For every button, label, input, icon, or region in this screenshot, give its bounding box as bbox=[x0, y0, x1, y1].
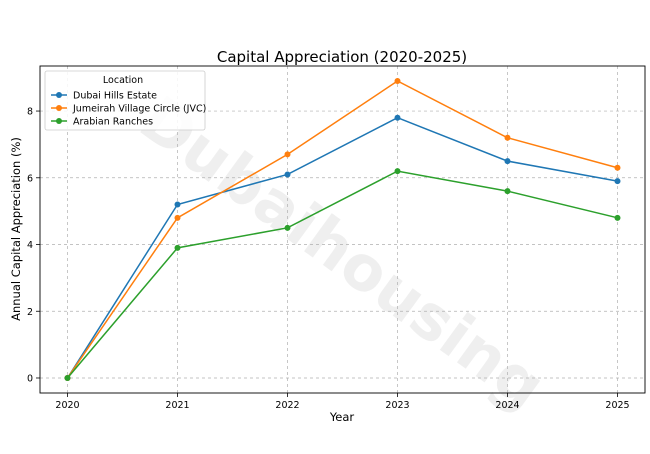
legend-swatch-marker bbox=[56, 105, 62, 111]
data-point bbox=[284, 171, 291, 178]
data-point bbox=[174, 214, 181, 221]
y-tick-label: 2 bbox=[27, 307, 33, 318]
data-point bbox=[614, 164, 621, 171]
x-tick-label: 2024 bbox=[495, 400, 519, 411]
legend-label: Dubai Hills Estate bbox=[73, 91, 157, 102]
grid-lines bbox=[40, 66, 645, 393]
data-point bbox=[284, 151, 291, 158]
series-line-0 bbox=[66, 116, 618, 379]
x-tick-label: 2020 bbox=[55, 400, 79, 411]
y-tick-label: 6 bbox=[27, 173, 33, 184]
y-axis-label: Annual Capital Appreciation (%) bbox=[9, 137, 23, 321]
x-tick-label: 2021 bbox=[165, 400, 189, 411]
data-point bbox=[394, 78, 401, 85]
data-point bbox=[174, 201, 181, 208]
plot-frame bbox=[39, 65, 646, 394]
data-point bbox=[614, 178, 621, 185]
data-point bbox=[64, 374, 71, 381]
y-tick-label: 0 bbox=[27, 373, 33, 384]
x-axis-label: Year bbox=[329, 410, 355, 424]
data-point bbox=[394, 168, 401, 175]
data-point bbox=[504, 158, 511, 165]
series-lines bbox=[64, 78, 621, 381]
axis-ticks: 2020 2021 2022 2023 2024 2025 0 2 4 6 8 bbox=[27, 107, 630, 411]
series-line-1 bbox=[66, 80, 618, 379]
legend-label: Jumeirah Village Circle (JVC) bbox=[72, 104, 206, 115]
legend-title: Location bbox=[103, 75, 143, 86]
data-point bbox=[394, 114, 401, 121]
legend: Location Dubai Hills Estate Jumeirah Villa… bbox=[44, 70, 206, 131]
legend-box bbox=[44, 70, 206, 131]
data-point bbox=[614, 214, 621, 221]
series-line-2 bbox=[66, 170, 618, 379]
legend-swatch-marker bbox=[56, 92, 62, 98]
data-point bbox=[174, 244, 181, 251]
x-tick-label: 2025 bbox=[605, 400, 629, 411]
legend-label: Arabian Ranches bbox=[73, 117, 153, 128]
data-point bbox=[504, 188, 511, 195]
watermark: Dubaihousing bbox=[127, 82, 559, 424]
legend-swatch-marker bbox=[56, 118, 62, 124]
y-tick-label: 4 bbox=[27, 240, 33, 251]
data-point bbox=[284, 224, 291, 231]
x-tick-label: 2023 bbox=[385, 400, 409, 411]
y-tick-label: 8 bbox=[27, 107, 33, 118]
data-point bbox=[504, 134, 511, 141]
chart-title: Capital Appreciation (2020-2025) bbox=[217, 48, 467, 66]
x-tick-label: 2022 bbox=[275, 400, 299, 411]
